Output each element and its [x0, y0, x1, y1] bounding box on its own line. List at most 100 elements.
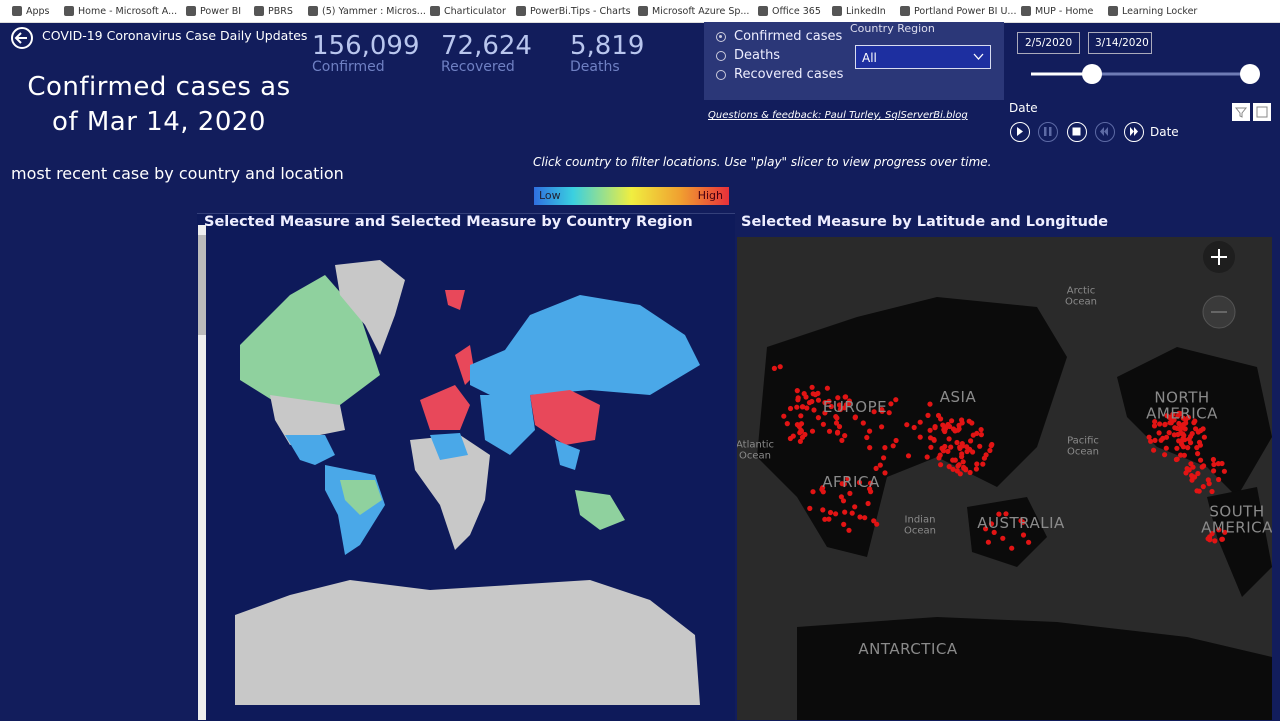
kpi-card: 156,099 Confirmed: [312, 31, 420, 75]
bookmark[interactable]: Portland Power BI U...: [900, 0, 1016, 22]
location-map-title: Selected Measure by Latitude and Longitu…: [741, 214, 1109, 230]
case-dot: [957, 471, 963, 477]
bookmark-label: LinkedIn: [846, 5, 886, 17]
measure-option[interactable]: Confirmed cases: [716, 29, 842, 44]
case-dot: [864, 434, 870, 441]
bookmark[interactable]: Charticulator: [430, 0, 506, 22]
stop-button[interactable]: [1067, 122, 1087, 142]
case-dot: [1211, 461, 1217, 468]
case-dot: [1219, 460, 1225, 467]
case-dot: [946, 436, 952, 442]
case-dot: [1197, 442, 1203, 448]
bookmark[interactable]: Power BI: [186, 0, 241, 22]
bookmark[interactable]: Office 365: [758, 0, 821, 22]
case-dot: [787, 405, 794, 412]
case-dot: [871, 518, 877, 524]
case-dot: [983, 526, 989, 532]
case-dot: [879, 407, 885, 413]
case-dot: [1190, 464, 1196, 470]
case-dot: [927, 401, 933, 407]
case-dot: [1211, 468, 1217, 474]
case-dot: [967, 469, 973, 476]
case-dot: [1201, 434, 1207, 440]
bookmark[interactable]: Apps: [12, 0, 50, 22]
case-dot: [798, 413, 804, 419]
bookmark-icon: [516, 6, 526, 16]
scrollbar[interactable]: [198, 225, 206, 720]
next-button[interactable]: [1124, 122, 1144, 142]
case-dot: [1172, 425, 1178, 431]
bookmark-label: (5) Yammer : Micros...: [322, 5, 426, 17]
kpi-label: Recovered: [441, 59, 515, 75]
case-dot: [842, 405, 848, 411]
case-dot: [989, 441, 995, 448]
feedback-link[interactable]: Questions & feedback: Paul Turley, SqlSe…: [708, 110, 968, 121]
map-label: Atlantic Ocean: [737, 439, 775, 461]
case-dot: [966, 418, 972, 424]
case-dot: [837, 406, 843, 413]
date-end[interactable]: 3/14/2020: [1088, 32, 1152, 54]
date-start[interactable]: 2/5/2020: [1017, 32, 1080, 54]
previous-button[interactable]: [1095, 122, 1115, 142]
back-button[interactable]: [10, 26, 34, 50]
map-label: Arctic Ocean: [1065, 285, 1097, 307]
dropdown-arrow: [973, 53, 984, 60]
case-dot: [955, 463, 961, 469]
measure-option[interactable]: Deaths: [716, 48, 780, 63]
case-dot: [973, 466, 979, 472]
bookmark[interactable]: Microsoft Azure Sp...: [638, 0, 749, 22]
case-dot: [797, 438, 803, 444]
case-dot: [819, 486, 825, 493]
case-dot: [839, 437, 845, 443]
date-range-slider[interactable]: [1025, 62, 1265, 86]
case-dot: [781, 413, 787, 419]
play-axis-title: Date: [1009, 101, 1038, 115]
bookmark[interactable]: PowerBi.Tips - Charts: [516, 0, 631, 22]
bookmark-icon: [1021, 6, 1031, 16]
bookmark-label: Microsoft Azure Sp...: [652, 5, 750, 17]
measure-option[interactable]: Recovered cases: [716, 67, 843, 82]
case-dot: [820, 507, 826, 513]
bookmark-icon: [64, 6, 74, 16]
case-dot: [802, 431, 808, 438]
bookmark[interactable]: (5) Yammer : Micros...: [308, 0, 426, 22]
case-dot: [1163, 445, 1169, 451]
case-dot: [1175, 431, 1181, 438]
kpi-value: 5,819: [570, 31, 645, 61]
map-label: EUROPE: [822, 398, 888, 417]
bookmark-icon: [758, 6, 768, 16]
case-dot: [928, 444, 934, 450]
case-dot: [1178, 452, 1184, 458]
play-button[interactable]: [1010, 122, 1030, 142]
case-dot: [806, 400, 813, 406]
bookmark-icon: [12, 6, 22, 16]
radio-dot: [716, 69, 726, 80]
case-dot: [852, 504, 858, 510]
bookmark[interactable]: Learning Locker: [1108, 0, 1197, 22]
bookmark[interactable]: Home - Microsoft A...: [64, 0, 177, 22]
case-dot: [974, 430, 980, 436]
case-dot: [1185, 445, 1191, 451]
bookmark[interactable]: MUP - Home: [1021, 0, 1093, 22]
case-dot: [800, 404, 806, 410]
case-dot: [935, 412, 942, 419]
radio-dot: [716, 50, 726, 61]
case-dot: [904, 422, 910, 428]
case-dot: [1174, 445, 1180, 451]
case-dot: [957, 444, 963, 450]
case-dot: [1168, 416, 1174, 422]
case-dot: [841, 481, 847, 487]
case-dot: [822, 400, 828, 406]
pause-button[interactable]: [1038, 122, 1058, 142]
headline: Confirmed cases as of Mar 14, 2020: [27, 72, 291, 137]
zoom-controls[interactable]: [1201, 240, 1237, 330]
case-dot: [873, 465, 879, 471]
country-dropdown[interactable]: All: [855, 45, 991, 69]
case-dot: [1152, 437, 1158, 443]
case-dot: [1180, 415, 1186, 421]
case-dot: [852, 415, 858, 421]
bookmark[interactable]: LinkedIn: [832, 0, 886, 22]
visual-header-icons[interactable]: [1232, 103, 1272, 121]
bookmark[interactable]: PBRS: [254, 0, 293, 22]
